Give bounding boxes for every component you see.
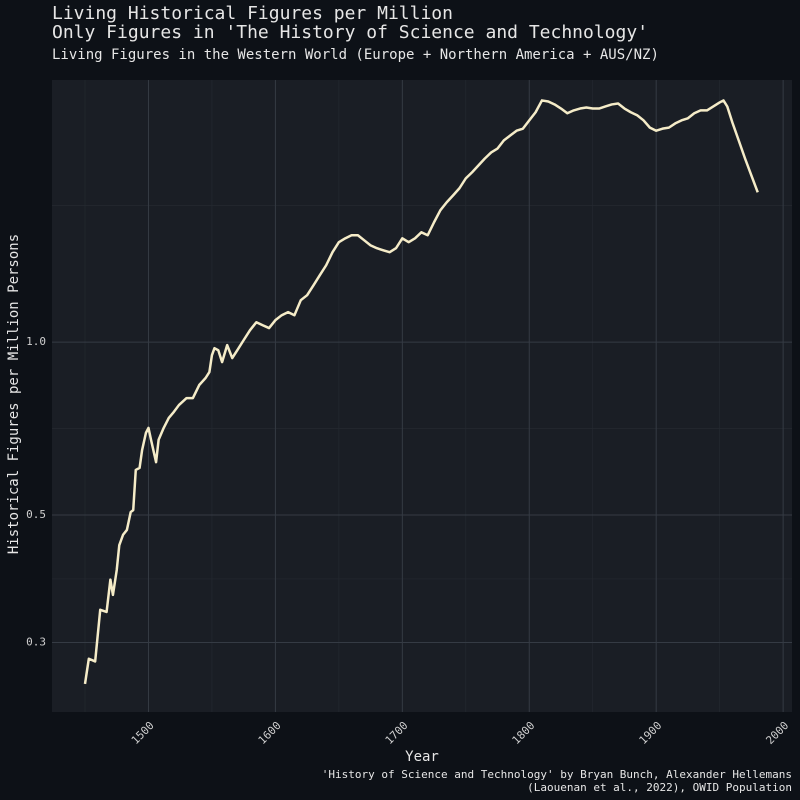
y-axis-label: Historical Figures per Million Persons [6, 234, 22, 554]
y-tick-label: 1.0 [26, 335, 46, 348]
caption: 'History of Science and Technology' by B… [322, 768, 792, 781]
x-axis-label: Year [405, 749, 439, 765]
chart-subtitle: Living Figures in the Western World (Eur… [52, 47, 659, 63]
y-tick-label: 0.3 [26, 635, 46, 648]
y-tick-label: 0.5 [26, 508, 46, 521]
data-line [83, 99, 759, 685]
chart-title: Only Figures in 'The History of Science … [52, 22, 648, 43]
caption: (Laouenan et al., 2022), OWID Population [527, 781, 792, 794]
plot-panel [52, 80, 792, 712]
chart-title: Living Historical Figures per Million [52, 3, 453, 24]
